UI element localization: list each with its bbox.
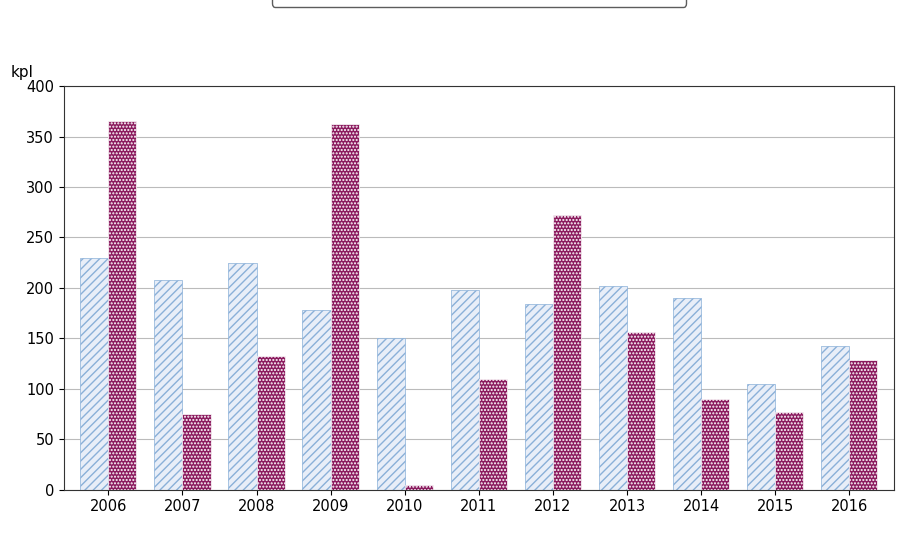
Bar	[182, 414, 210, 490]
Bar	[552, 215, 580, 490]
Bar	[256, 357, 284, 490]
Bar	[404, 485, 433, 490]
Bar	[848, 360, 876, 490]
Bar	[746, 384, 774, 490]
Bar	[80, 258, 108, 490]
Bar	[820, 346, 848, 490]
Text: kpl: kpl	[11, 65, 34, 80]
Bar	[672, 298, 701, 490]
Bar	[701, 399, 729, 490]
Bar	[774, 412, 803, 490]
Bar	[154, 280, 182, 490]
Bar	[478, 379, 507, 490]
Bar	[599, 286, 627, 490]
Legend: PIENTALOASUNNOT, KERROSTALOASUNNOT: PIENTALOASUNNOT, KERROSTALOASUNNOT	[271, 0, 685, 6]
Bar	[450, 290, 478, 490]
Bar	[524, 304, 552, 490]
Bar	[376, 338, 404, 490]
Bar	[302, 310, 331, 490]
Bar	[228, 263, 256, 490]
Bar	[627, 332, 654, 490]
Bar	[330, 124, 358, 490]
Bar	[108, 122, 137, 490]
